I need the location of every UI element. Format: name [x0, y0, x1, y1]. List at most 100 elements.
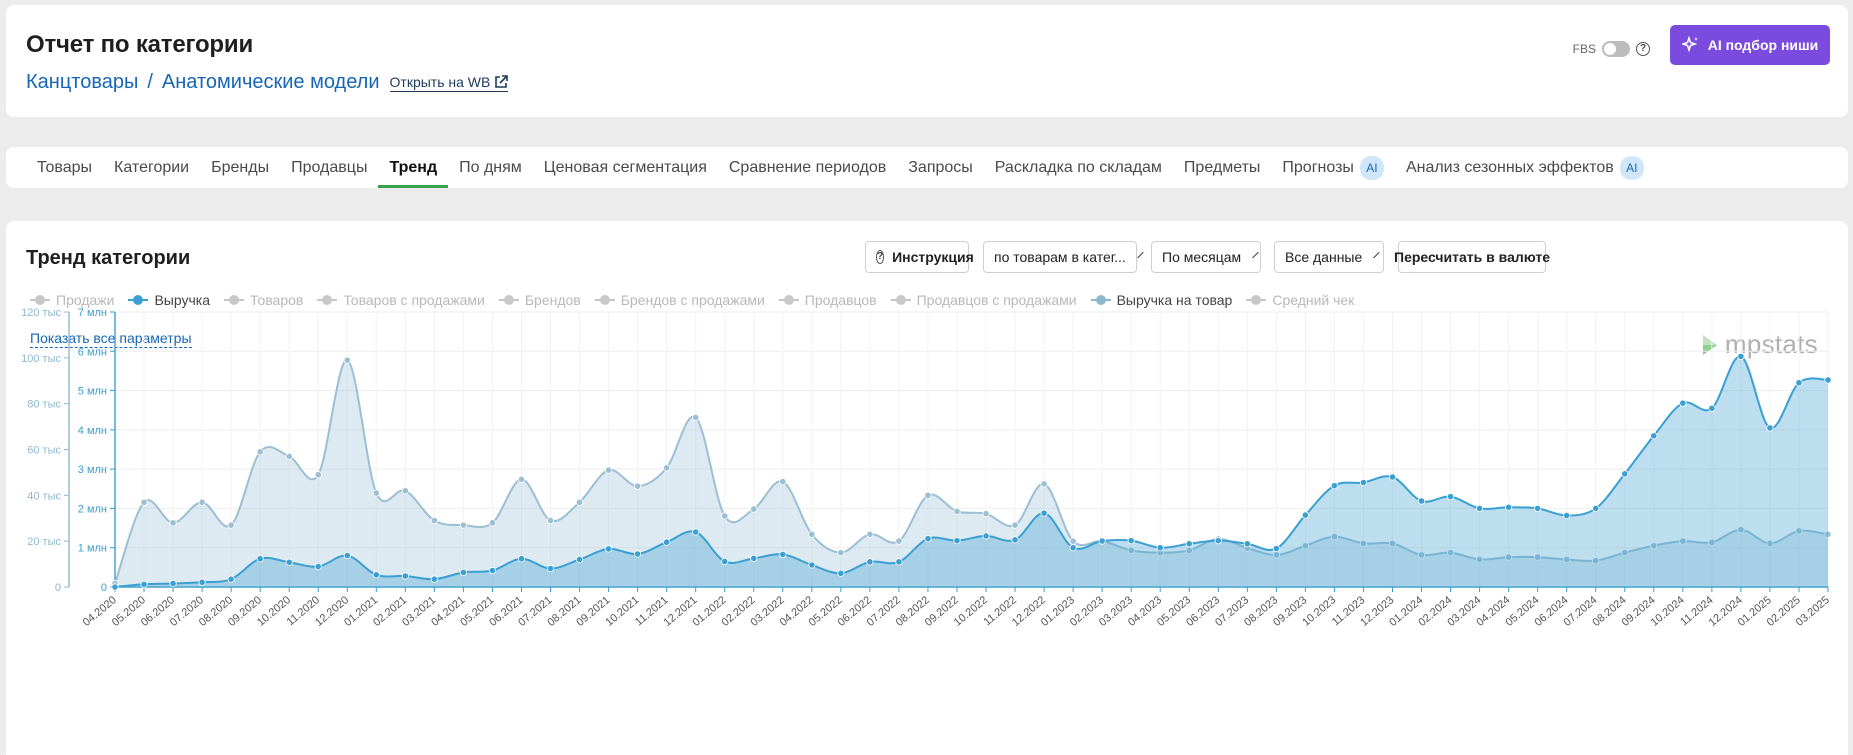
legend-label: Товаров с продажами [343, 292, 485, 308]
tab-label: Продавцы [291, 158, 368, 176]
data-point [459, 521, 468, 529]
tab-8[interactable]: Запросы [897, 147, 984, 188]
tab-0[interactable]: Товары [26, 147, 103, 188]
legend-item-6[interactable]: Продавцов [778, 292, 877, 308]
legend-item-9[interactable]: Средний чек [1246, 292, 1354, 308]
left-axis-tick-label: 40 тыс [27, 490, 61, 502]
data-point [1592, 504, 1600, 513]
range-select[interactable]: Все данные [1274, 241, 1384, 273]
breadcrumb-subcategory[interactable]: Анатомические модели [161, 71, 380, 93]
right-axis-tick-label: 0 [101, 582, 107, 594]
tabs-bar: Товары Категории Бренды Продавцы Тренд По дня… [6, 147, 1848, 188]
ai-niche-button[interactable]: AI подбор ниши [1670, 25, 1830, 65]
tab-12[interactable]: Анализ сезонных эффектов AI [1395, 147, 1655, 188]
mode-select[interactable]: по товарам в катег... [983, 241, 1144, 273]
data-point [1301, 511, 1309, 519]
data-point [663, 538, 671, 546]
legend-item-8[interactable]: Выручка на товар [1090, 292, 1232, 308]
tab-1[interactable]: Категории [103, 147, 200, 188]
data-point [1679, 537, 1687, 545]
data-point [1534, 504, 1542, 513]
tabs-row: Товары Категории Бренды Продавцы Тренд По дня… [26, 147, 1655, 188]
data-point [169, 519, 177, 527]
tab-5[interactable]: По дням [448, 147, 533, 188]
tab-2[interactable]: Бренды [200, 147, 280, 188]
tab-6[interactable]: Ценовая сегментация [533, 147, 718, 188]
recalc-currency-button[interactable]: Пересчитать в валюте [1394, 241, 1550, 273]
right-axis-tick-label: 3 млн [78, 464, 107, 476]
right-axis-tick-label: 1 млн [78, 543, 107, 555]
period-select[interactable]: По месяцам [1151, 241, 1261, 273]
legend-item-5[interactable]: Брендов с продажами [594, 292, 765, 308]
mpstats-logo-icon [1702, 334, 1717, 355]
tab-10[interactable]: Предметы [1173, 147, 1271, 188]
data-point [1766, 539, 1774, 548]
trend-chart-card: Тренд категории ? Инструкция по товарам … [6, 221, 1848, 755]
data-point [1708, 538, 1716, 546]
recalc-currency-label: Пересчитать в валюте [1394, 249, 1551, 265]
period-select-value: По месяцам [1162, 249, 1242, 265]
data-point [692, 528, 700, 536]
data-point [1156, 544, 1164, 552]
data-point [837, 549, 845, 557]
data-point [1505, 503, 1513, 511]
tab-3[interactable]: Продавцы [280, 147, 378, 188]
data-point [1417, 497, 1426, 505]
fbs-toggle[interactable] [1602, 41, 1630, 57]
tab-label: Предметы [1183, 158, 1261, 176]
tab-4[interactable]: Тренд [378, 147, 448, 188]
series-area-1 [115, 356, 1828, 587]
data-point [808, 530, 816, 538]
data-point [982, 510, 990, 518]
data-point [1069, 537, 1077, 545]
data-point [1563, 511, 1571, 520]
data-point [1214, 537, 1222, 545]
ai-badge: AI [1619, 155, 1644, 180]
data-point [750, 505, 758, 513]
legend-label: Продавцов [804, 292, 877, 308]
legend-item-2[interactable]: Товаров [224, 292, 303, 308]
data-point [808, 561, 816, 569]
data-point [924, 491, 932, 499]
legend-item-4[interactable]: Брендов [498, 292, 581, 308]
series-area-0 [115, 360, 1828, 587]
data-point [1592, 557, 1600, 565]
legend-item-7[interactable]: Продавцов с продажами [890, 292, 1077, 308]
data-point [866, 530, 874, 538]
data-point [575, 498, 584, 506]
legend-item-1[interactable]: Выручка [128, 292, 210, 308]
help-icon[interactable]: ? [1636, 42, 1650, 56]
show-all-params-link[interactable]: Показать все параметры [30, 330, 192, 348]
legend-label: Товаров [250, 292, 304, 308]
legend-label: Средний чек [1272, 292, 1355, 308]
data-point [750, 554, 758, 562]
trend-chart[interactable]: 0 20 тыс 40 тыс 60 тыс 80 тыс 100 тыс 120 тыс 0… [6, 221, 1848, 755]
tab-label: Товары [37, 158, 93, 176]
data-point [663, 464, 671, 472]
data-point [866, 558, 874, 566]
data-point [1737, 526, 1745, 534]
data-point [1359, 478, 1368, 487]
data-point [1069, 544, 1077, 552]
tab-7[interactable]: Сравнение периодов [718, 147, 897, 188]
open-on-wb-link[interactable]: Открыть на WB [389, 73, 509, 92]
open-on-wb-label: Открыть на WB [389, 73, 491, 90]
instruction-button[interactable]: ? Инструкция [865, 241, 974, 273]
legend-item-0[interactable]: Продажи [30, 292, 114, 308]
data-point [1040, 509, 1048, 517]
data-point [837, 569, 845, 577]
data-point [721, 512, 729, 520]
tab-11[interactable]: Прогнозы AI [1271, 147, 1395, 188]
tab-9[interactable]: Раскладка по складам [984, 147, 1173, 188]
tab-label: Раскладка по складам [994, 158, 1162, 176]
fbs-label: FBS [1572, 42, 1596, 56]
right-axis-tick-label: 4 млн [78, 425, 107, 437]
data-point [372, 489, 380, 497]
data-point [517, 475, 526, 483]
data-point [314, 562, 322, 571]
legend-marker [778, 295, 799, 305]
data-point [343, 356, 351, 364]
tab-label: По дням [459, 158, 522, 176]
legend-item-3[interactable]: Товаров с продажами [317, 292, 485, 308]
breadcrumb-category[interactable]: Канцтовары [26, 71, 139, 93]
